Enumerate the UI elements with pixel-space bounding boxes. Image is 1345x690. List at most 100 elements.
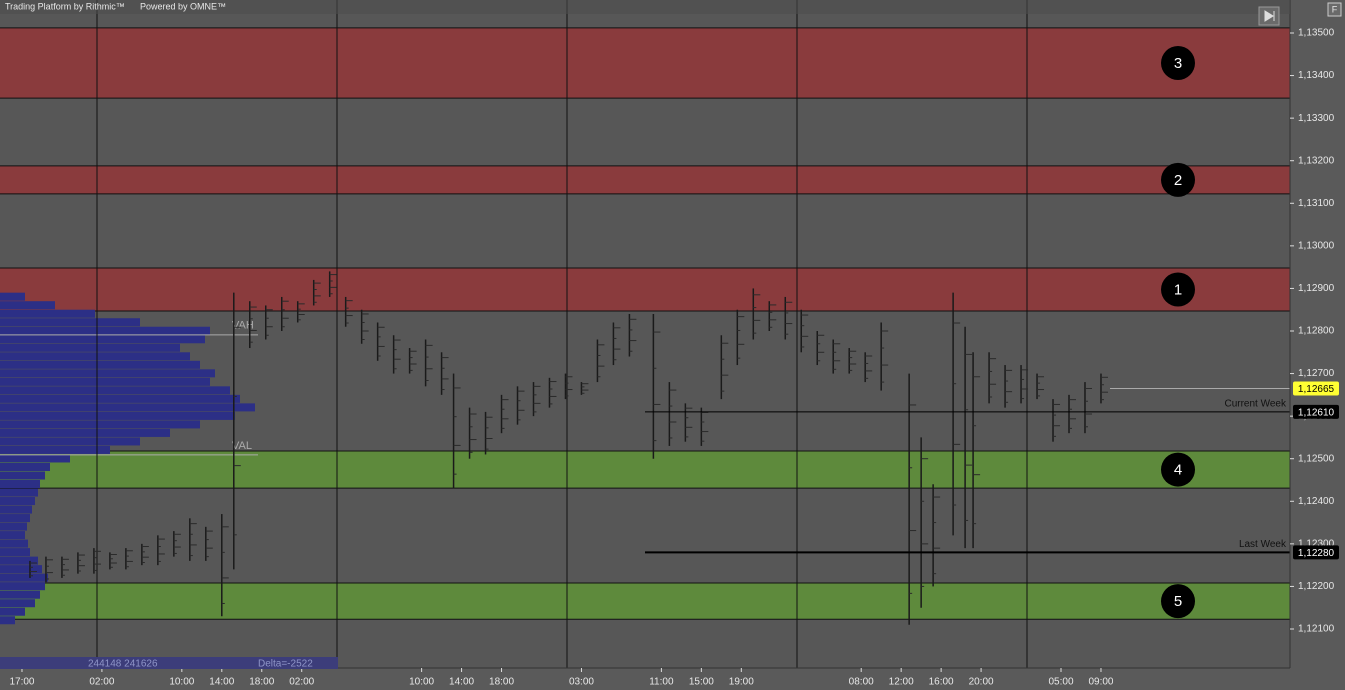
x-tick-label: 18:00 — [249, 677, 274, 688]
profile-bar — [0, 522, 27, 531]
price-axis-panel — [1290, 0, 1345, 690]
zone-badge — [1161, 584, 1195, 619]
profile-bar — [0, 377, 210, 386]
platform-title: Trading Platform by Rithmic™ — [5, 1, 125, 11]
x-tick-label: 11:00 — [649, 677, 674, 688]
profile-bar — [0, 437, 140, 446]
x-tick-label: 20:00 — [969, 677, 994, 688]
x-tick-label: 14:00 — [209, 677, 234, 688]
profile-bar — [0, 462, 50, 471]
x-tick-label: 03:00 — [569, 677, 594, 688]
delta-status: Delta=-2522 — [258, 659, 313, 670]
profile-bar — [0, 394, 240, 403]
profile-bar — [0, 556, 38, 565]
y-tick-label: 1,13100 — [1298, 198, 1335, 209]
level-tag — [1293, 545, 1339, 560]
zone — [0, 267, 1290, 311]
y-tick-label: 1,12900 — [1298, 283, 1335, 294]
zone-badge — [1161, 46, 1195, 81]
y-tick-label: 1,12500 — [1298, 453, 1335, 464]
zone-label: 2 — [1174, 172, 1182, 189]
time-axis-panel — [0, 668, 1290, 690]
profile-bar — [0, 607, 25, 616]
profile-bar — [0, 386, 230, 395]
profile-bar — [0, 480, 40, 489]
zone-label: 5 — [1174, 593, 1182, 610]
profile-bar — [0, 497, 35, 506]
profile-bar — [0, 411, 235, 420]
volume-status: 244148 241626 — [88, 659, 158, 670]
profile-bar — [0, 531, 25, 540]
powered-by: Powered by OMNE™ — [140, 1, 226, 11]
level-tag-label: 1,12280 — [1298, 548, 1335, 559]
y-tick-label: 1,12200 — [1298, 581, 1335, 592]
zone-badge — [1161, 162, 1195, 197]
x-tick-label: 18:00 — [489, 677, 514, 688]
profile-bar — [0, 548, 30, 557]
zone — [0, 27, 1290, 99]
zone — [0, 583, 1290, 620]
y-tick-label: 1,13300 — [1298, 113, 1335, 124]
vah-label: VAH — [232, 320, 254, 332]
x-tick-label: 12:00 — [889, 677, 914, 688]
y-tick-label: 1,12100 — [1298, 624, 1335, 635]
profile-bar — [0, 403, 255, 412]
profile-bar — [0, 335, 205, 344]
profile-bar — [0, 428, 170, 437]
x-tick-label: 14:00 — [449, 677, 474, 688]
y-tick-label: 1,13500 — [1298, 28, 1335, 39]
profile-bar — [0, 309, 95, 318]
y-tick-label: 1,13000 — [1298, 240, 1335, 251]
zone-label: 3 — [1174, 55, 1182, 72]
last-price-tag — [1293, 381, 1339, 396]
y-tick-label: 1,13200 — [1298, 155, 1335, 166]
profile-bar — [0, 301, 55, 310]
profile-bar — [0, 599, 35, 608]
level-tag-label: 1,12610 — [1298, 408, 1335, 419]
zone-badge — [1161, 272, 1195, 307]
profile-bar — [0, 454, 70, 463]
profile-bar — [0, 369, 215, 378]
y-tick-label: 1,13400 — [1298, 70, 1335, 81]
profile-bar — [0, 590, 40, 599]
profile-bar — [0, 352, 190, 361]
x-tick-label: 02:00 — [289, 677, 314, 688]
x-tick-label: 08:00 — [849, 677, 874, 688]
profile-bar — [0, 539, 28, 548]
f-button[interactable] — [1327, 2, 1342, 17]
zone-badge — [1161, 452, 1195, 487]
profile-bar — [0, 582, 45, 591]
profile-bar — [0, 514, 30, 523]
x-tick-label: 10:00 — [409, 677, 434, 688]
level-tag — [1293, 404, 1339, 419]
level-name: Current Week — [1224, 399, 1287, 410]
x-tick-label: 17:00 — [9, 677, 34, 688]
y-tick-label: 1,12700 — [1298, 368, 1335, 379]
zone — [0, 451, 1290, 489]
profile-bar — [0, 360, 200, 369]
collapse-icon — [1264, 10, 1275, 22]
y-tick-label: 1,12800 — [1298, 326, 1335, 337]
profile-bar — [0, 318, 140, 327]
y-tick-label: 1,12400 — [1298, 496, 1335, 507]
profile-bar — [0, 420, 200, 429]
last-price-label: 1,12665 — [1298, 384, 1335, 395]
profile-bar — [0, 292, 25, 301]
zone-label: 4 — [1174, 462, 1182, 479]
x-tick-label: 15:00 — [689, 677, 714, 688]
profile-bar — [0, 326, 210, 335]
x-tick-label: 10:00 — [169, 677, 194, 688]
zone — [0, 165, 1290, 194]
level-name: Last Week — [1239, 539, 1287, 550]
profile-bar — [0, 616, 15, 625]
x-tick-label: 05:00 — [1048, 677, 1073, 688]
profile-bar — [0, 488, 38, 497]
x-tick-label: 19:00 — [729, 677, 754, 688]
f-button-label: F — [1332, 4, 1338, 14]
profile-bar — [0, 573, 48, 582]
plot-background — [0, 0, 1290, 668]
val-label: VAL — [232, 440, 252, 452]
zone-label: 1 — [1174, 281, 1182, 298]
title-bar — [0, 0, 1290, 14]
